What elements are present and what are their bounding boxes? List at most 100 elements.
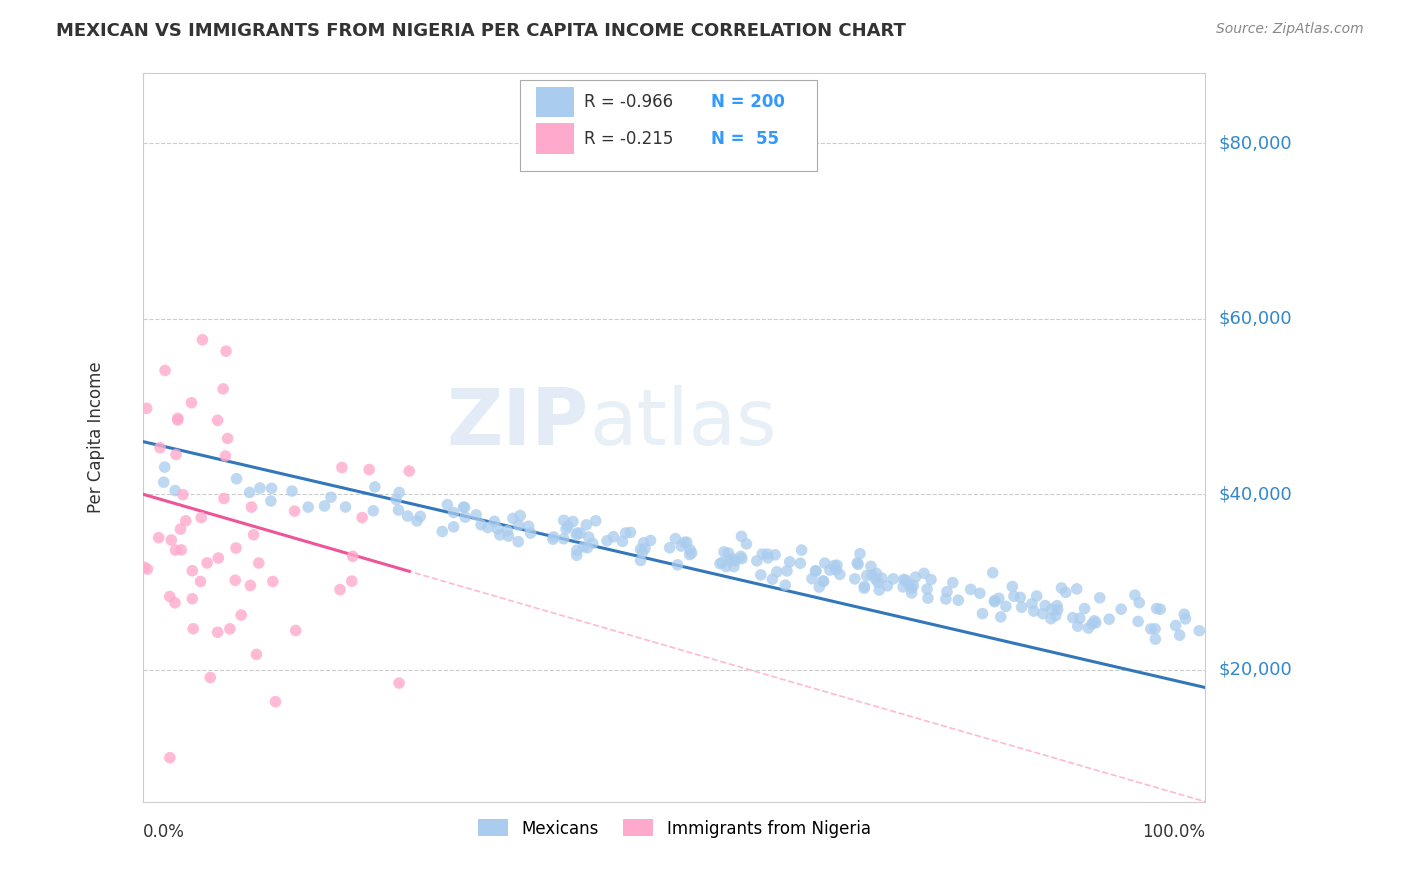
- Point: [596, 533, 619, 548]
- Point: [1046, 599, 1069, 613]
- Point: [1144, 622, 1167, 636]
- Point: [912, 566, 935, 581]
- Point: [262, 574, 284, 589]
- Point: [1067, 619, 1090, 633]
- Point: [1146, 601, 1168, 615]
- Point: [153, 363, 176, 377]
- Point: [578, 530, 600, 544]
- Point: [917, 591, 939, 606]
- Point: [565, 543, 588, 558]
- Point: [893, 573, 915, 587]
- Text: Per Capita Income: Per Capita Income: [87, 361, 104, 513]
- Point: [543, 530, 565, 544]
- Point: [1011, 600, 1033, 615]
- Point: [443, 520, 465, 534]
- Point: [983, 593, 1005, 607]
- Point: [557, 519, 579, 533]
- Text: $80,000: $80,000: [1219, 134, 1292, 153]
- Point: [779, 555, 801, 569]
- Point: [745, 554, 768, 568]
- Point: [477, 520, 499, 534]
- Point: [630, 542, 652, 557]
- Point: [436, 498, 458, 512]
- Point: [717, 546, 740, 560]
- Point: [882, 572, 904, 586]
- Point: [1010, 591, 1032, 605]
- Point: [981, 566, 1004, 580]
- Point: [724, 554, 747, 568]
- Text: R = -0.966: R = -0.966: [583, 93, 673, 111]
- Point: [388, 676, 411, 690]
- Point: [894, 573, 917, 587]
- Point: [855, 568, 877, 582]
- Point: [870, 571, 893, 585]
- Point: [959, 582, 981, 597]
- Point: [217, 432, 239, 446]
- Point: [751, 547, 773, 561]
- Point: [714, 559, 737, 574]
- Point: [562, 515, 585, 529]
- Point: [361, 504, 384, 518]
- Point: [1066, 582, 1088, 596]
- Point: [1109, 602, 1132, 616]
- Point: [297, 500, 319, 515]
- Point: [942, 575, 965, 590]
- Point: [359, 462, 381, 476]
- Point: [846, 558, 869, 572]
- Point: [735, 537, 758, 551]
- Point: [247, 556, 270, 570]
- Point: [509, 508, 531, 523]
- Point: [398, 464, 420, 478]
- Text: Source: ZipAtlas.com: Source: ZipAtlas.com: [1216, 22, 1364, 37]
- Point: [825, 558, 848, 573]
- Point: [409, 509, 432, 524]
- Point: [920, 573, 942, 587]
- Point: [1032, 607, 1054, 621]
- Point: [172, 488, 194, 502]
- Point: [1046, 603, 1069, 617]
- Point: [630, 553, 652, 567]
- Point: [136, 562, 159, 576]
- Point: [207, 413, 229, 427]
- Point: [342, 549, 364, 564]
- Point: [585, 514, 607, 528]
- Point: [167, 411, 190, 425]
- Point: [756, 550, 779, 565]
- Point: [1050, 581, 1073, 595]
- Point: [443, 506, 465, 520]
- Point: [853, 579, 876, 593]
- Text: 100.0%: 100.0%: [1142, 823, 1205, 841]
- Point: [239, 578, 262, 592]
- Point: [134, 560, 156, 574]
- Point: [634, 541, 657, 556]
- Point: [723, 559, 745, 574]
- Point: [284, 624, 307, 638]
- Point: [1168, 628, 1191, 642]
- Point: [1040, 602, 1063, 616]
- Point: [153, 460, 176, 475]
- Point: [496, 524, 519, 538]
- Point: [1174, 612, 1197, 626]
- Point: [633, 535, 655, 549]
- Point: [721, 551, 744, 566]
- Point: [1033, 599, 1056, 613]
- Legend: Mexicans, Immigrants from Nigeria: Mexicans, Immigrants from Nigeria: [471, 813, 877, 844]
- Point: [163, 596, 186, 610]
- Point: [169, 522, 191, 536]
- Point: [681, 546, 703, 560]
- Point: [453, 500, 475, 515]
- Point: [218, 622, 240, 636]
- Point: [808, 580, 831, 594]
- Point: [865, 566, 887, 581]
- Text: $40,000: $40,000: [1219, 485, 1292, 503]
- Point: [1098, 612, 1121, 626]
- Point: [245, 648, 267, 662]
- Point: [994, 599, 1017, 614]
- Point: [191, 333, 214, 347]
- Point: [602, 530, 624, 544]
- Point: [749, 567, 772, 582]
- Point: [823, 558, 845, 573]
- Point: [679, 542, 702, 557]
- Point: [860, 567, 883, 582]
- Point: [1021, 597, 1043, 611]
